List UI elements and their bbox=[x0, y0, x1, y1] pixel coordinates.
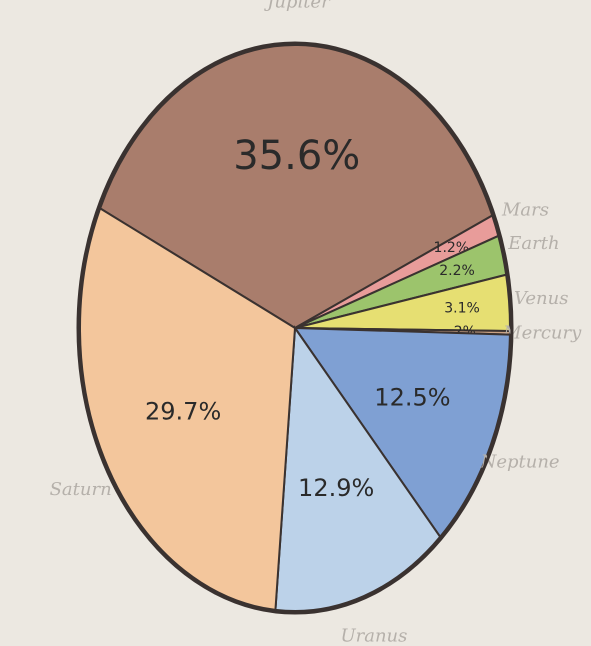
slice-name: Mercury bbox=[502, 323, 582, 344]
slice-name: Saturn bbox=[50, 479, 112, 500]
pie-slice bbox=[98, 44, 494, 330]
slice-name: Uranus bbox=[340, 625, 407, 646]
value-label: 2.2% bbox=[439, 263, 475, 279]
value-label: 3.1% bbox=[444, 300, 480, 316]
pie-slice bbox=[293, 326, 511, 539]
slice-name: Venus bbox=[514, 288, 568, 309]
value-label: 12.5% bbox=[374, 383, 450, 411]
slice-name: Jupiter bbox=[263, 0, 331, 13]
value-label: 29.7% bbox=[145, 398, 221, 426]
pie-outline bbox=[76, 41, 514, 615]
slice-name: Neptune bbox=[480, 452, 560, 473]
pie-slice bbox=[79, 206, 297, 611]
value-label: 35.6% bbox=[233, 133, 360, 179]
slice-name: Earth bbox=[507, 233, 559, 254]
slice-name: Mars bbox=[501, 199, 549, 220]
pie-slice bbox=[274, 325, 442, 612]
value-label: 12.9% bbox=[298, 474, 374, 502]
